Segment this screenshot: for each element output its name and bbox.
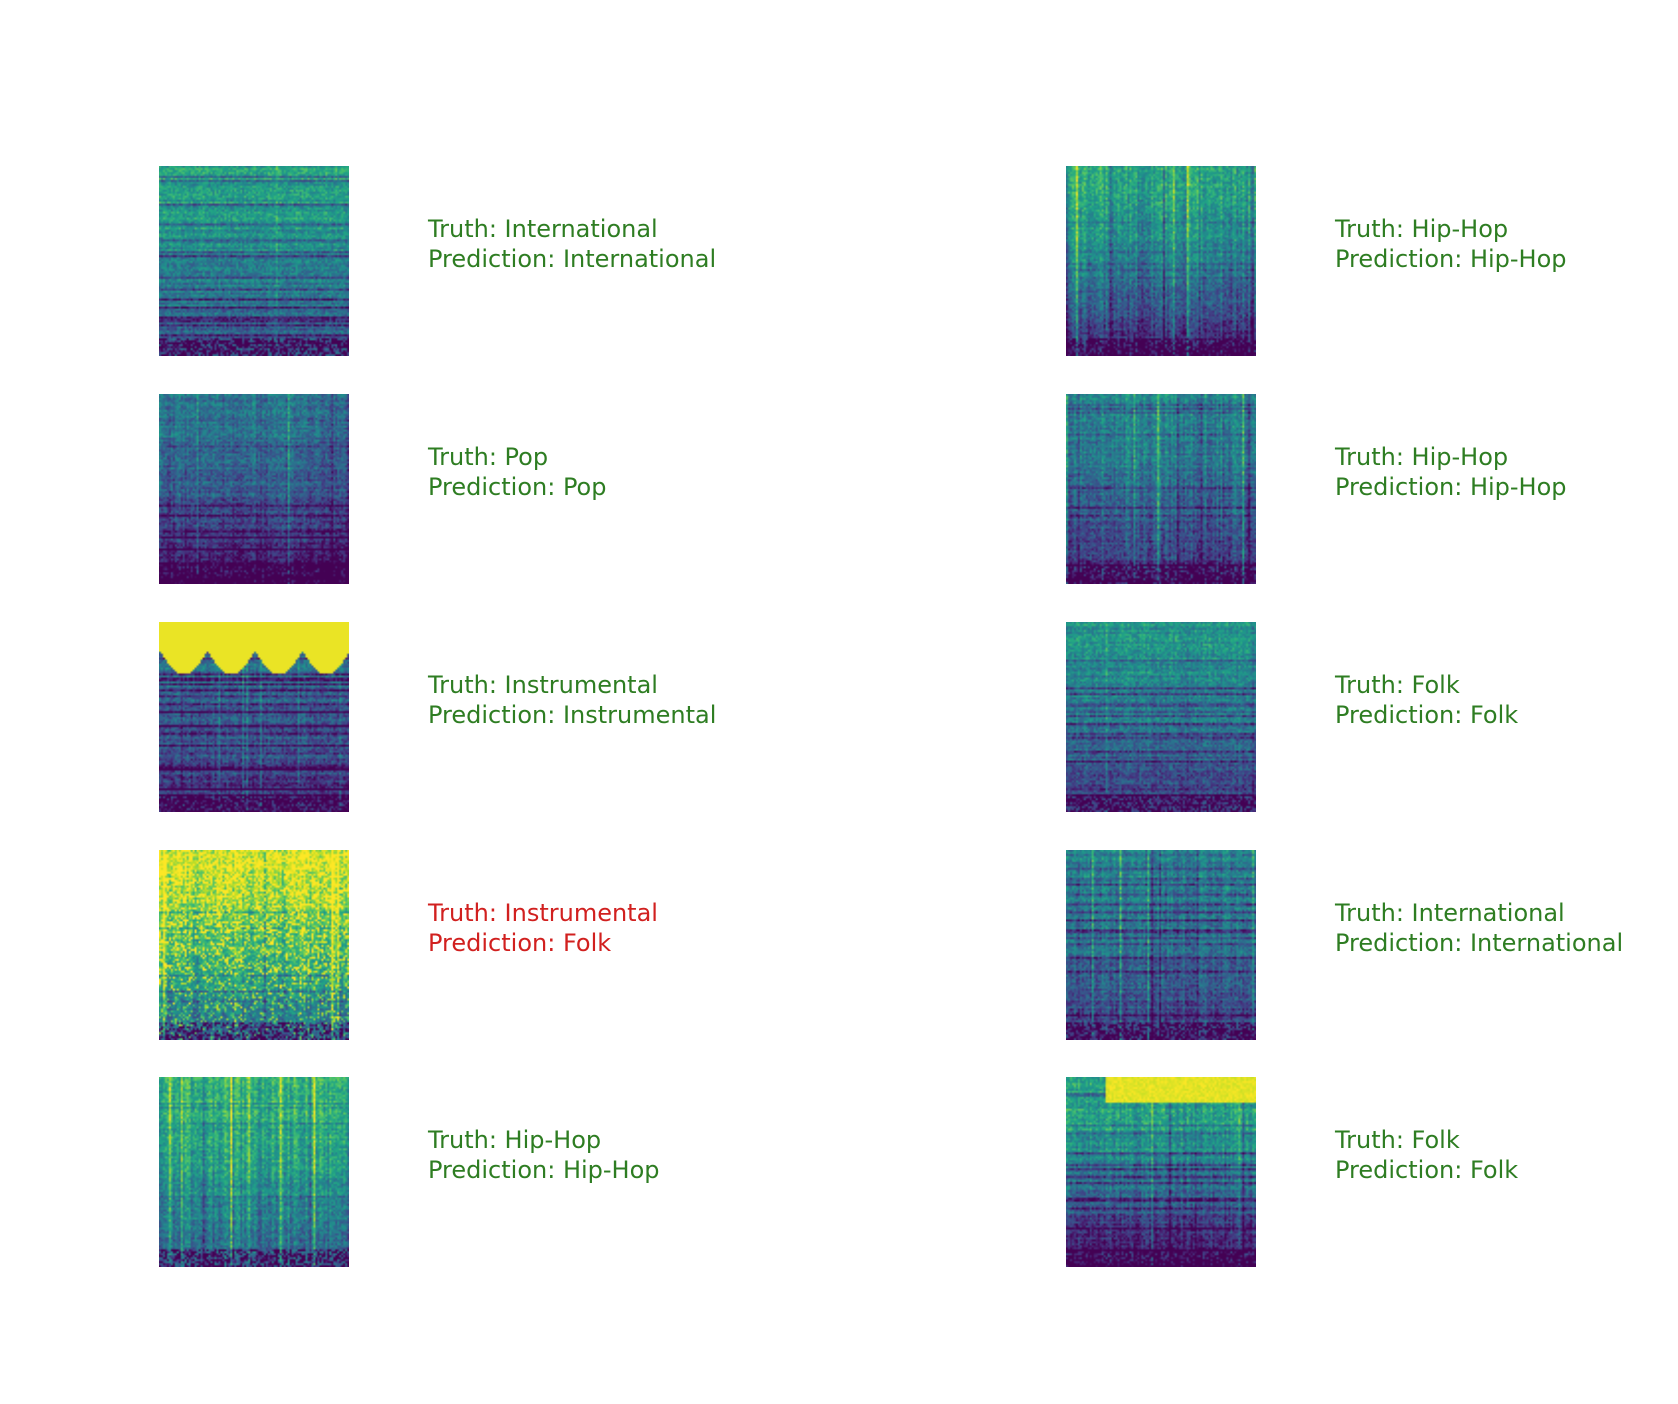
spectrogram-image <box>159 622 349 812</box>
truth-label: Truth: Folk <box>1335 671 1460 699</box>
prediction-caption: Truth: Folk Prediction: Folk <box>1335 670 1518 730</box>
spectrogram-image <box>159 394 349 584</box>
prediction-label: Prediction: International <box>428 245 717 273</box>
spectrogram-canvas <box>1066 850 1256 1040</box>
spectrogram-image <box>1066 850 1256 1040</box>
spectrogram-canvas <box>1066 1077 1256 1267</box>
spectrogram-image <box>159 850 349 1040</box>
prediction-caption: Truth: Hip-Hop Prediction: Hip-Hop <box>428 1125 660 1185</box>
prediction-caption: Truth: International Prediction: Internat… <box>428 214 716 274</box>
spectrogram-image <box>1066 166 1256 356</box>
spectrogram-canvas <box>159 1077 349 1267</box>
prediction-label: Prediction: Instrumental <box>428 701 717 729</box>
spectrogram-canvas <box>1066 622 1256 812</box>
prediction-caption: Truth: Hip-Hop Prediction: Hip-Hop <box>1335 442 1567 502</box>
truth-label: Truth: Folk <box>1335 1126 1460 1154</box>
truth-label: Truth: Hip-Hop <box>1335 443 1509 471</box>
prediction-caption: Truth: Pop Prediction: Pop <box>428 442 606 502</box>
truth-label: Truth: Hip-Hop <box>428 1126 602 1154</box>
spectrogram-image <box>1066 622 1256 812</box>
prediction-label: Prediction: Folk <box>1335 1156 1519 1184</box>
truth-label: Truth: International <box>1335 899 1565 927</box>
prediction-caption: Truth: Hip-Hop Prediction: Hip-Hop <box>1335 214 1567 274</box>
prediction-label: Prediction: International <box>1335 929 1624 957</box>
spectrogram-canvas <box>159 622 349 812</box>
prediction-label: Prediction: Hip-Hop <box>428 1156 660 1184</box>
prediction-label: Prediction: Hip-Hop <box>1335 245 1567 273</box>
prediction-caption: Truth: Folk Prediction: Folk <box>1335 1125 1518 1185</box>
prediction-label: Prediction: Folk <box>428 929 612 957</box>
prediction-caption: Truth: International Prediction: Internat… <box>1335 898 1623 958</box>
spectrogram-canvas <box>159 850 349 1040</box>
prediction-label: Prediction: Folk <box>1335 701 1519 729</box>
spectrogram-canvas <box>1066 166 1256 356</box>
truth-label: Truth: Instrumental <box>428 899 658 927</box>
spectrogram-canvas <box>1066 394 1256 584</box>
prediction-caption: Truth: Instrumental Prediction: Folk <box>428 898 658 958</box>
prediction-caption: Truth: Instrumental Prediction: Instrumen… <box>428 670 716 730</box>
prediction-label: Prediction: Pop <box>428 473 607 501</box>
truth-label: Truth: International <box>428 215 658 243</box>
truth-label: Truth: Hip-Hop <box>1335 215 1509 243</box>
spectrogram-image <box>1066 394 1256 584</box>
spectrogram-canvas <box>159 394 349 584</box>
truth-label: Truth: Instrumental <box>428 671 658 699</box>
prediction-label: Prediction: Hip-Hop <box>1335 473 1567 501</box>
spectrogram-image <box>159 1077 349 1267</box>
spectrogram-canvas <box>159 166 349 356</box>
spectrogram-image <box>1066 1077 1256 1267</box>
truth-label: Truth: Pop <box>428 443 549 471</box>
spectrogram-image <box>159 166 349 356</box>
